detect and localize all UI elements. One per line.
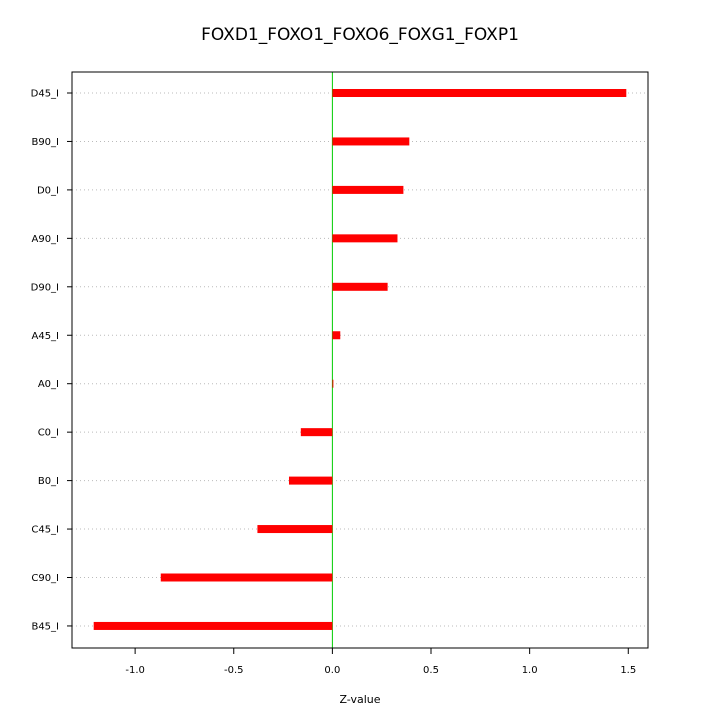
x-tick-label: -1.0	[125, 665, 145, 676]
bar-A45_I	[332, 331, 341, 340]
bar-C90_I	[160, 573, 333, 582]
y-tick-label: A90_I	[31, 234, 59, 245]
bar-A90_I	[332, 234, 398, 243]
plot-frame	[71, 71, 649, 649]
bar-B90_I	[332, 137, 410, 146]
y-tick-label: B45_I	[31, 621, 59, 632]
bar-C45_I	[257, 525, 333, 534]
bar-B45_I	[93, 621, 333, 630]
bars	[93, 89, 627, 630]
x-tick-label: 1.0	[522, 665, 538, 676]
bar-D0_I	[332, 185, 404, 194]
x-axis-label: Z-value	[339, 693, 380, 706]
bar-A0_I	[332, 379, 334, 388]
y-tick-label: B90_I	[31, 137, 59, 148]
y-tick-label: D90_I	[31, 282, 59, 293]
x-tick-label: 0.5	[423, 665, 439, 676]
x-tick-label: 0.0	[324, 665, 340, 676]
y-tick-label: B0_I	[38, 476, 59, 487]
bar-B0_I	[288, 476, 333, 485]
x-tick-label: -0.5	[224, 665, 244, 676]
y-tick-label: C0_I	[38, 428, 59, 439]
y-tick-label: D0_I	[37, 185, 59, 196]
chart-title: FOXD1_FOXO1_FOXO6_FOXG1_FOXP1	[201, 25, 519, 45]
x-axis: -1.0 -0.5 0.0 0.5 1.0 1.5	[125, 648, 636, 676]
x-tick-label: 1.5	[620, 665, 636, 676]
y-tick-label: A0_I	[38, 379, 59, 390]
y-tick-label: D45_I	[31, 89, 59, 100]
grid-lines	[72, 92, 648, 627]
y-axis: D45_I B90_I D0_I A90_I D90_I A45_I A0_I C0_I B0_…	[31, 89, 72, 632]
bar-D45_I	[332, 89, 627, 97]
y-tick-label: C90_I	[31, 573, 59, 584]
y-tick-label: C45_I	[31, 525, 59, 536]
bar-D90_I	[332, 282, 388, 291]
y-tick-label: A45_I	[31, 331, 59, 342]
bar-C0_I	[300, 428, 333, 437]
